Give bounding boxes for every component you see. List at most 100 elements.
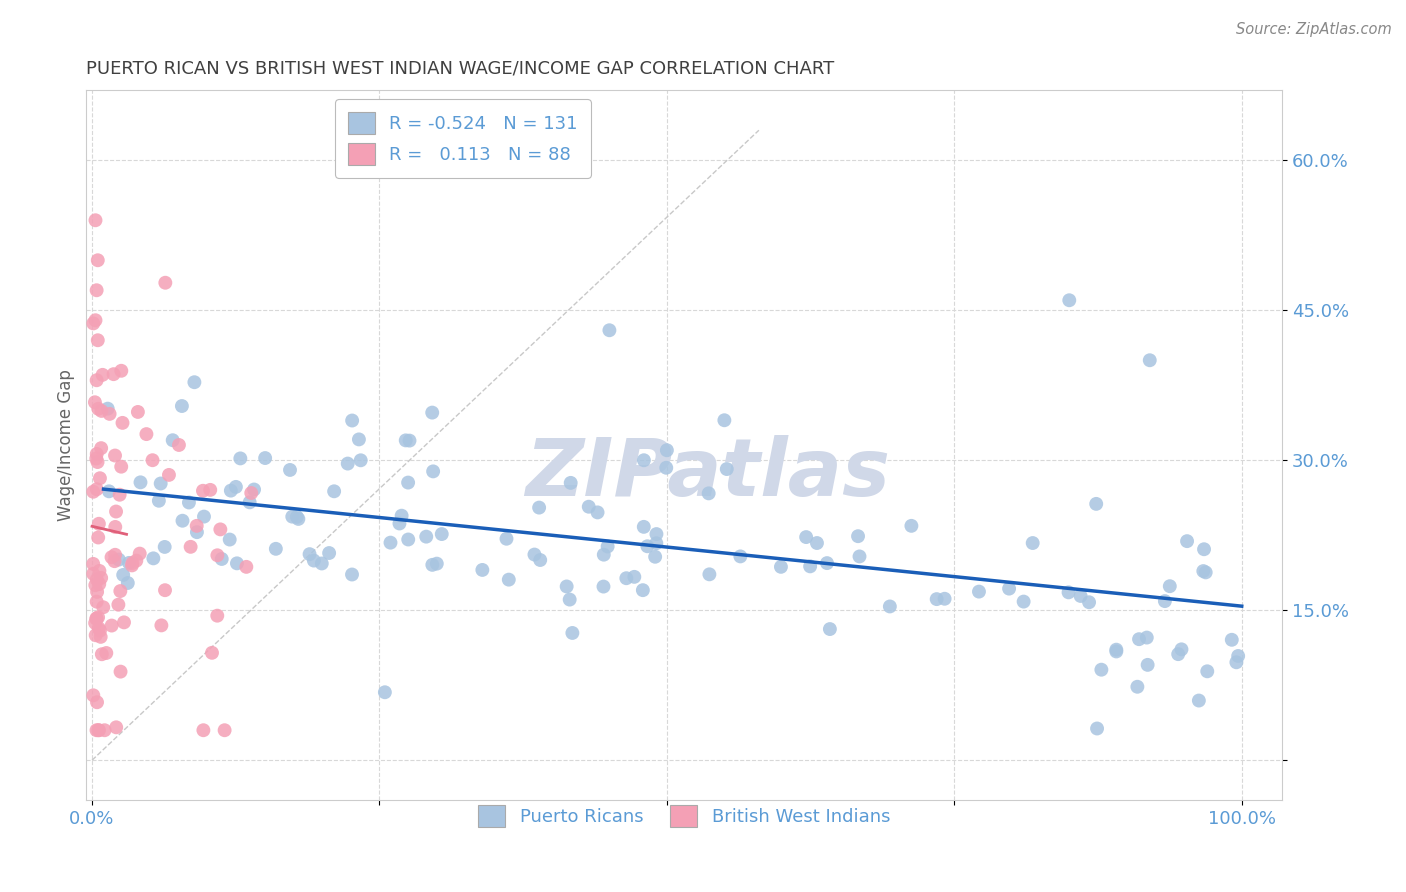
Point — [426, 557, 449, 571]
Point — [633, 453, 655, 467]
Point — [598, 323, 620, 337]
Point — [90, 630, 112, 644]
Point — [879, 599, 901, 614]
Point — [84, 578, 107, 592]
Point — [336, 457, 359, 471]
Text: PUERTO RICAN VS BRITISH WEST INDIAN WAGE/INCOME GAP CORRELATION CHART: PUERTO RICAN VS BRITISH WEST INDIAN WAGE… — [86, 60, 835, 78]
Point — [396, 475, 419, 490]
Point — [177, 495, 200, 509]
Point — [323, 484, 346, 499]
Point — [420, 406, 443, 420]
Point — [254, 451, 277, 466]
Point — [396, 533, 419, 547]
Point — [110, 364, 132, 378]
Point — [108, 552, 131, 566]
Point — [84, 313, 107, 327]
Point — [1105, 642, 1128, 657]
Point — [153, 583, 176, 598]
Point — [193, 723, 215, 738]
Point — [1167, 647, 1189, 661]
Point — [129, 475, 152, 490]
Point — [87, 253, 110, 268]
Point — [388, 516, 411, 531]
Point — [592, 580, 614, 594]
Point — [125, 554, 148, 568]
Point — [100, 618, 122, 632]
Point — [86, 455, 108, 469]
Point — [105, 504, 128, 518]
Point — [103, 554, 125, 568]
Point — [89, 471, 111, 485]
Point — [104, 520, 127, 534]
Point — [96, 646, 118, 660]
Point — [128, 547, 150, 561]
Point — [1192, 564, 1215, 578]
Point — [1126, 680, 1149, 694]
Point — [846, 529, 869, 543]
Point — [186, 525, 208, 540]
Point — [716, 462, 738, 476]
Point — [108, 488, 131, 502]
Point — [298, 547, 321, 561]
Point — [110, 584, 132, 599]
Point — [391, 508, 413, 523]
Point — [374, 685, 396, 699]
Point — [150, 618, 173, 632]
Point — [900, 519, 922, 533]
Point — [235, 559, 257, 574]
Point — [592, 548, 614, 562]
Point — [110, 459, 132, 474]
Point — [243, 483, 266, 497]
Point — [623, 570, 645, 584]
Point — [211, 552, 233, 566]
Point — [1192, 542, 1215, 557]
Point — [471, 563, 494, 577]
Point — [1197, 665, 1219, 679]
Point — [350, 453, 373, 467]
Point — [1012, 594, 1035, 608]
Point — [183, 375, 205, 389]
Point — [155, 276, 177, 290]
Point — [82, 317, 104, 331]
Point — [1057, 585, 1080, 599]
Point — [86, 482, 108, 496]
Point — [86, 573, 108, 587]
Point — [799, 559, 821, 574]
Point — [86, 611, 108, 625]
Point — [90, 404, 112, 418]
Text: ZIPatlas: ZIPatlas — [526, 434, 890, 513]
Point — [111, 416, 134, 430]
Point — [347, 433, 370, 447]
Point — [560, 475, 582, 490]
Point — [422, 464, 444, 478]
Point — [1105, 644, 1128, 658]
Point — [149, 476, 172, 491]
Point — [89, 564, 111, 578]
Point — [281, 509, 304, 524]
Point — [1170, 642, 1192, 657]
Point — [87, 333, 110, 347]
Point — [82, 566, 104, 581]
Point — [1136, 657, 1159, 672]
Point — [925, 592, 948, 607]
Point — [697, 486, 720, 500]
Point — [112, 568, 135, 582]
Point — [1021, 536, 1043, 550]
Point — [1220, 632, 1243, 647]
Point — [1059, 293, 1081, 308]
Point — [633, 520, 655, 534]
Point — [287, 512, 309, 526]
Point — [170, 399, 193, 413]
Point — [90, 441, 112, 455]
Point — [105, 720, 128, 734]
Point — [420, 558, 443, 572]
Point — [86, 373, 108, 387]
Point — [340, 567, 363, 582]
Point — [84, 213, 107, 227]
Point — [226, 557, 249, 571]
Point — [614, 571, 637, 585]
Point — [555, 579, 578, 593]
Point — [1195, 566, 1218, 580]
Point — [90, 571, 112, 585]
Point — [93, 723, 115, 738]
